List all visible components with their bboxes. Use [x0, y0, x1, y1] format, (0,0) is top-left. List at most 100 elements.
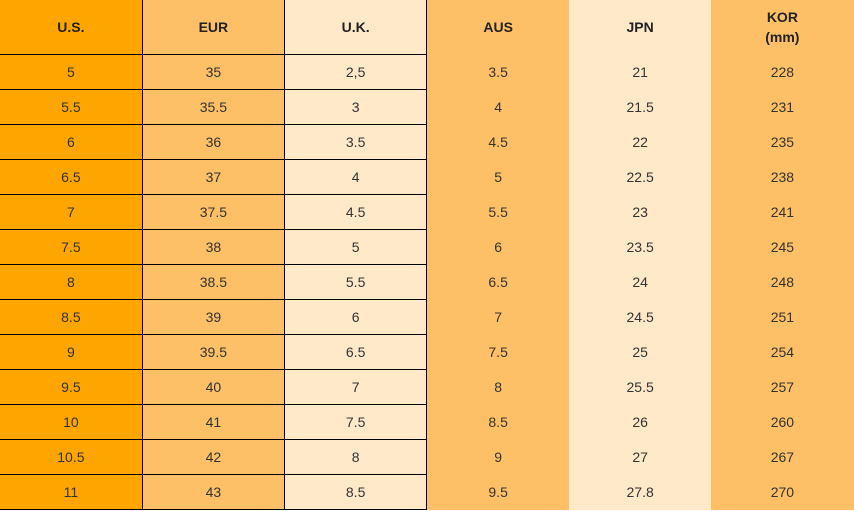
table-cell: 238: [711, 159, 854, 195]
table-cell: 8.5: [0, 299, 143, 335]
table-row: 9 39.5 6.5 7.5 25 254: [0, 334, 854, 370]
table-cell: 260: [711, 404, 854, 440]
column-header: KOR (mm): [711, 0, 854, 55]
table-cell: 10: [0, 404, 143, 440]
table-row: 6 36 3.5 4.5 22 235: [0, 124, 854, 160]
table-cell: 5: [0, 54, 143, 90]
table-cell: 25.5: [569, 369, 712, 405]
table-body: 5 35 2,5 3.5 21 228 5.5 35.5 3 4 21.5 231 6 36 3.5 4.5 2…: [0, 54, 854, 510]
table-cell: 23: [569, 194, 712, 230]
table-cell: 39: [141, 299, 286, 335]
table-cell: 22.5: [569, 159, 712, 195]
table-cell: 9.5: [426, 474, 569, 510]
table-cell: 7: [426, 299, 569, 335]
table-cell: 228: [711, 54, 854, 90]
table-cell: 35.5: [141, 89, 286, 125]
table-cell: 27: [569, 439, 712, 475]
table-cell: 7.5: [283, 404, 428, 440]
table-row: 8.5 39 6 7 24.5 251: [0, 299, 854, 335]
table-cell: 8: [0, 264, 143, 300]
table-cell: 4.5: [426, 124, 569, 160]
table-cell: 8: [283, 439, 428, 475]
table-cell: 26: [569, 404, 712, 440]
table-cell: 248: [711, 264, 854, 300]
table-cell: 27.8: [569, 474, 712, 510]
table-cell: 3.5: [283, 124, 428, 160]
table-cell: 6: [283, 299, 428, 335]
table-cell: 36: [141, 124, 286, 160]
table-cell: 39.5: [141, 334, 286, 370]
table-cell: 7: [0, 194, 143, 230]
table-cell: 245: [711, 229, 854, 265]
table-row: 5 35 2,5 3.5 21 228: [0, 54, 854, 90]
table-cell: 9.5: [0, 369, 143, 405]
table-cell: 8.5: [283, 474, 428, 510]
table-cell: 8: [426, 369, 569, 405]
table-cell: 6.5: [0, 159, 143, 195]
column-header: JPN: [569, 0, 712, 55]
table-row: 7 37.5 4.5 5.5 23 241: [0, 194, 854, 230]
column-header: U.K.: [283, 0, 428, 55]
table-cell: 11: [0, 474, 143, 510]
table-cell: 22: [569, 124, 712, 160]
table-row: 7.5 38 5 6 23.5 245: [0, 229, 854, 265]
table-row: 10 41 7.5 8.5 26 260: [0, 404, 854, 440]
table-cell: 3: [283, 89, 428, 125]
table-cell: 8.5: [426, 404, 569, 440]
table-cell: 38.5: [141, 264, 286, 300]
table-cell: 7.5: [0, 229, 143, 265]
table-cell: 41: [141, 404, 286, 440]
table-cell: 2,5: [283, 54, 428, 90]
table-cell: 42: [141, 439, 286, 475]
table-cell: 9: [0, 334, 143, 370]
table-cell: 9: [426, 439, 569, 475]
table-cell: 231: [711, 89, 854, 125]
table-cell: 24: [569, 264, 712, 300]
table-cell: 37.5: [141, 194, 286, 230]
table-cell: 35: [141, 54, 286, 90]
table-cell: 257: [711, 369, 854, 405]
table-cell: 254: [711, 334, 854, 370]
table-cell: 10.5: [0, 439, 143, 475]
table-cell: 3.5: [426, 54, 569, 90]
table-cell: 267: [711, 439, 854, 475]
table-cell: 5: [426, 159, 569, 195]
table-cell: 4: [283, 159, 428, 195]
table-cell: 6.5: [283, 334, 428, 370]
column-header: U.S.: [0, 0, 143, 55]
table-cell: 5.5: [283, 264, 428, 300]
table-cell: 7.5: [426, 334, 569, 370]
table-cell: 5.5: [0, 89, 143, 125]
table-cell: 38: [141, 229, 286, 265]
table-cell: 25: [569, 334, 712, 370]
table-row: 5.5 35.5 3 4 21.5 231: [0, 89, 854, 125]
table-row: 9.5 40 7 8 25.5 257: [0, 369, 854, 405]
table-row: 11 43 8.5 9.5 27.8 270: [0, 474, 854, 510]
table-cell: 241: [711, 194, 854, 230]
table-cell: 21.5: [569, 89, 712, 125]
table-cell: 37: [141, 159, 286, 195]
table-cell: 251: [711, 299, 854, 335]
table-cell: 43: [141, 474, 286, 510]
table-cell: 23.5: [569, 229, 712, 265]
table-cell: 40: [141, 369, 286, 405]
column-header: AUS: [426, 0, 569, 55]
table-cell: 235: [711, 124, 854, 160]
table-cell: 5: [283, 229, 428, 265]
column-header: EUR: [141, 0, 286, 55]
table-cell: 6: [0, 124, 143, 160]
table-cell: 4: [426, 89, 569, 125]
table-cell: 7: [283, 369, 428, 405]
table-cell: 21: [569, 54, 712, 90]
table-cell: 24.5: [569, 299, 712, 335]
table-row: 10.5 42 8 9 27 267: [0, 439, 854, 475]
table-cell: 6: [426, 229, 569, 265]
table-cell: 5.5: [426, 194, 569, 230]
table-row: 8 38.5 5.5 6.5 24 248: [0, 264, 854, 300]
table-cell: 270: [711, 474, 854, 510]
table-cell: 4.5: [283, 194, 428, 230]
table-cell: 6.5: [426, 264, 569, 300]
header-row: U.S. EUR U.K. AUS JPN KOR (mm): [0, 0, 854, 55]
table-row: 6.5 37 4 5 22.5 238: [0, 159, 854, 195]
